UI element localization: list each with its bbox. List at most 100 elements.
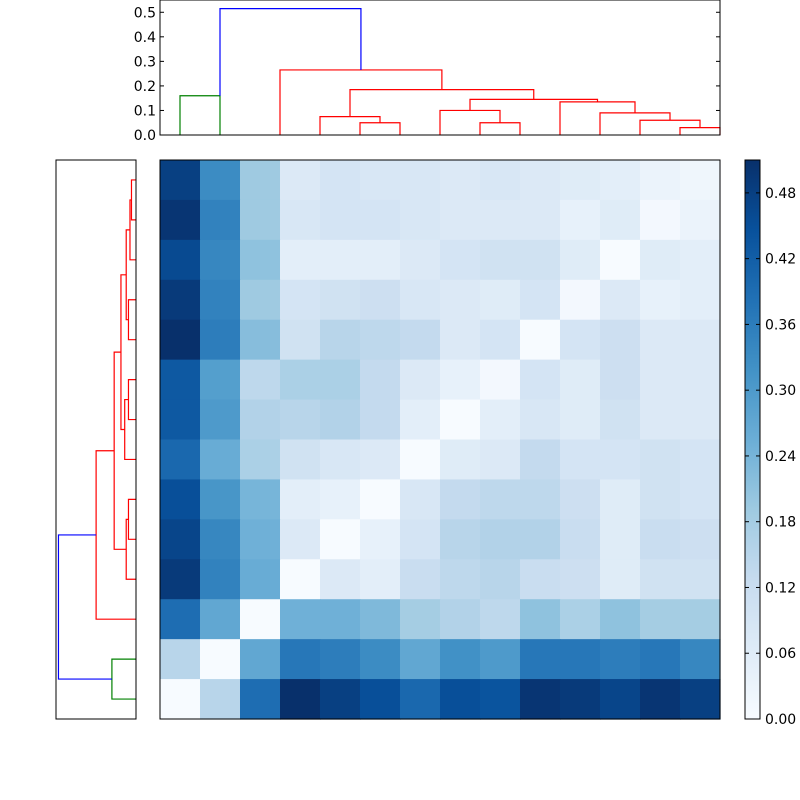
heatmap-cell xyxy=(480,199,521,241)
heatmap-cell xyxy=(480,559,521,600)
heatmap-cell xyxy=(360,199,401,241)
heatmap-cell xyxy=(600,479,641,520)
heatmap-cell xyxy=(360,679,401,720)
heatmap-cell xyxy=(240,559,281,600)
heatmap-cell xyxy=(440,279,481,321)
heatmap-cell xyxy=(360,599,401,640)
heatmap-cell xyxy=(400,479,441,520)
heatmap-cell xyxy=(560,639,601,680)
heatmap-cell xyxy=(320,679,361,720)
heatmap-cell xyxy=(360,160,401,201)
heatmap-cell xyxy=(480,519,521,560)
heatmap-cell xyxy=(680,279,721,321)
heatmap-cell xyxy=(400,239,441,281)
heatmap-cell xyxy=(600,279,641,321)
heatmap-cell xyxy=(480,319,521,361)
heatmap-cell xyxy=(440,359,481,401)
heatmap-cell xyxy=(520,639,561,680)
heatmap-cell xyxy=(640,399,681,441)
heatmap-cell xyxy=(200,279,241,321)
heatmap-cell xyxy=(520,359,561,401)
heatmap-cell xyxy=(280,679,321,720)
heatmap-cell xyxy=(240,359,281,401)
heatmap-cell xyxy=(320,279,361,321)
heatmap-cell xyxy=(640,519,681,560)
heatmap-cell xyxy=(440,239,481,281)
heatmap-cell xyxy=(400,399,441,441)
heatmap-cell xyxy=(400,679,441,720)
heatmap-cell xyxy=(600,399,641,441)
heatmap-cell xyxy=(360,559,401,600)
top-dendrogram-tick-label: 0.5 xyxy=(134,5,156,21)
heatmap-cell xyxy=(320,239,361,281)
heatmap-cell xyxy=(560,359,601,401)
heatmap-cell xyxy=(280,519,321,560)
heatmap-cell xyxy=(240,519,281,560)
heatmap-cell xyxy=(320,399,361,441)
heatmap-cell xyxy=(360,639,401,680)
top-dendrogram-frame xyxy=(159,0,721,136)
left-dendrogram-link xyxy=(57,534,112,680)
heatmap-cell xyxy=(520,559,561,600)
heatmap-cell xyxy=(480,279,521,321)
heatmap-cell xyxy=(400,639,441,680)
heatmap-cell xyxy=(400,519,441,560)
heatmap-cell xyxy=(680,599,721,640)
heatmap-cell xyxy=(520,160,561,201)
heatmap-cell xyxy=(360,399,401,441)
heatmap-cell xyxy=(280,199,321,241)
heatmap-cell xyxy=(200,559,241,600)
heatmap-cell xyxy=(240,279,281,321)
heatmap-cell xyxy=(680,519,721,560)
heatmap-cell xyxy=(560,199,601,241)
heatmap-cell xyxy=(400,559,441,600)
heatmap-cell xyxy=(200,399,241,441)
heatmap-cell xyxy=(600,199,641,241)
heatmap-cell xyxy=(360,519,401,560)
heatmap-cell xyxy=(640,239,681,281)
heatmap-cell xyxy=(680,479,721,520)
heatmap-cell xyxy=(560,519,601,560)
top-dendrogram-tick-label: 0.3 xyxy=(134,54,156,70)
heatmap-cell xyxy=(240,599,281,640)
heatmap-cell xyxy=(320,599,361,640)
heatmap-cell xyxy=(280,599,321,640)
heatmap-cell xyxy=(400,599,441,640)
heatmap-cell xyxy=(600,599,641,640)
heatmap-frame xyxy=(159,159,721,720)
colorbar-tick-label: 0.06 xyxy=(765,646,796,662)
heatmap-cell xyxy=(200,439,241,481)
heatmap-cell xyxy=(640,679,681,720)
heatmap-cell xyxy=(480,239,521,281)
heatmap-cell xyxy=(160,639,201,680)
heatmap-cell xyxy=(480,160,521,201)
heatmap-cell xyxy=(280,399,321,441)
heatmap-cell xyxy=(280,439,321,481)
heatmap-cell xyxy=(160,439,201,481)
colorbar xyxy=(744,159,761,720)
heatmap-cell xyxy=(160,199,201,241)
heatmap-cell xyxy=(200,199,241,241)
heatmap-cell xyxy=(480,639,521,680)
heatmap-cell xyxy=(680,639,721,680)
heatmap-cell xyxy=(680,319,721,361)
heatmap-cell xyxy=(440,199,481,241)
heatmap-cell xyxy=(400,160,441,201)
heatmap-cell xyxy=(240,319,281,361)
heatmap-cell xyxy=(360,479,401,520)
heatmap-cell xyxy=(400,199,441,241)
heatmap-cell xyxy=(320,319,361,361)
heatmap-cell xyxy=(160,519,201,560)
heatmap-cell xyxy=(320,479,361,520)
heatmap-cell xyxy=(160,239,201,281)
heatmap-cell xyxy=(440,679,481,720)
heatmap-cell xyxy=(320,519,361,560)
heatmap-cell xyxy=(440,479,481,520)
colorbar-tick-label: 0.00 xyxy=(765,712,796,728)
heatmap-cell xyxy=(640,319,681,361)
heatmap-cell xyxy=(280,479,321,520)
heatmap-cell xyxy=(680,439,721,481)
heatmap-cell xyxy=(240,160,281,201)
heatmap-cell xyxy=(160,479,201,520)
heatmap-cell xyxy=(160,599,201,640)
